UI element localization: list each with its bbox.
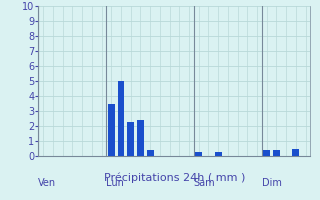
Bar xyxy=(108,104,115,156)
Text: Sam: Sam xyxy=(194,179,215,188)
Text: Lun: Lun xyxy=(106,179,124,188)
Bar xyxy=(147,150,154,156)
Text: Ven: Ven xyxy=(38,179,57,188)
Bar xyxy=(263,150,270,156)
Bar xyxy=(137,120,144,156)
Bar xyxy=(292,148,299,156)
Bar xyxy=(117,81,124,156)
Bar xyxy=(195,152,202,156)
X-axis label: Précipitations 24h ( mm ): Précipitations 24h ( mm ) xyxy=(104,173,245,183)
Text: Dim: Dim xyxy=(262,179,282,188)
Bar xyxy=(273,150,280,156)
Bar xyxy=(127,121,134,156)
Bar xyxy=(215,152,221,156)
